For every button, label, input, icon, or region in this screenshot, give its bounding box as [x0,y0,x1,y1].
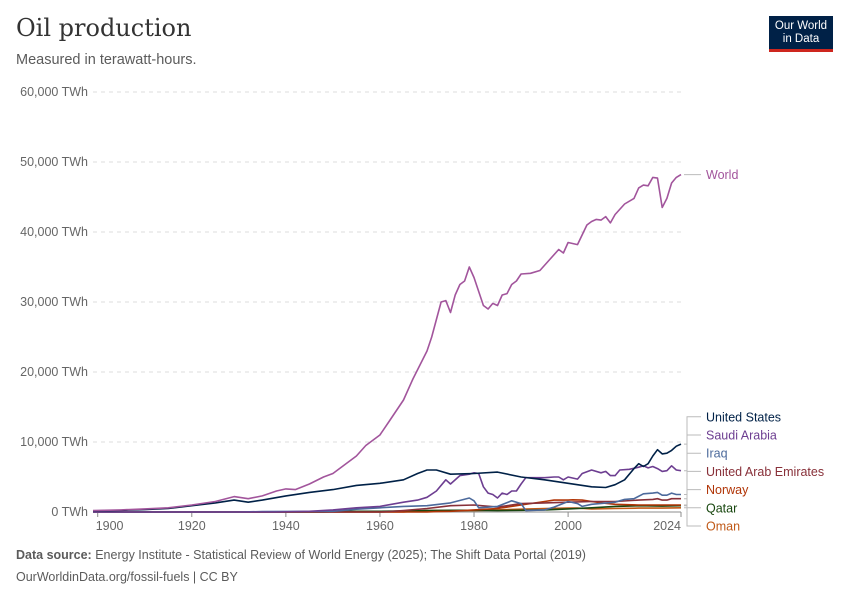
y-tick-label: 50,000 TWh [20,155,88,169]
x-tick-label: 1980 [460,519,488,533]
x-axis-ticks: 1900 1920 1940 1960 1980 2000 2024 [96,512,682,533]
footer-source: Data source: Energy Institute - Statisti… [16,548,586,562]
series-label-united-states[interactable]: United States [706,410,781,424]
y-tick-label: 60,000 TWh [20,85,88,99]
series-label-oman[interactable]: Oman [706,520,740,534]
series-line-norway[interactable] [93,499,681,513]
x-tick-label: 1920 [178,519,206,533]
footer-url[interactable]: OurWorldinData.org/fossil-fuels | CC BY [16,570,238,584]
series-lines [92,173,682,513]
y-tick-label: 30,000 TWh [20,295,88,309]
label-leader-line [684,505,701,509]
x-tick-label: 1900 [96,519,124,533]
x-tick-label: 2000 [554,519,582,533]
source-text: Energy Institute - Statistical Review of… [95,548,586,562]
y-tick-label: 10,000 TWh [20,435,88,449]
label-leader-line [684,416,701,445]
gridlines [93,91,681,513]
series-line-world[interactable] [92,173,682,512]
series-line-united-states[interactable] [92,443,682,512]
series-label-world[interactable]: World [706,168,738,182]
source-label: Data source: [16,548,92,562]
series-label-united-arab-emirates[interactable]: United Arab Emirates [706,465,824,479]
owid-logo[interactable]: Our World in Data [769,16,833,52]
series-label-iraq[interactable]: Iraq [706,447,728,461]
series-labels: World United States Saudi Arabia Iraq United… [684,168,824,534]
y-tick-label: 20,000 TWh [20,365,88,379]
line-chart: 0 TWh 10,000 TWh 20,000 TWh 30,000 TWh 40,00… [20,85,824,534]
chart-title: Oil production [16,14,192,42]
label-leader-line [684,507,701,527]
series-line-saudi-arabia[interactable] [93,465,682,513]
y-axis-ticks: 0 TWh 10,000 TWh 20,000 TWh 30,000 TWh 40,00… [20,85,88,519]
series-line-iraq[interactable] [93,491,681,513]
logo-line-1: Our World [774,20,828,32]
logo-line-2: in Data [782,32,820,45]
series-label-saudi-arabia[interactable]: Saudi Arabia [706,429,777,443]
y-tick-label: 40,000 TWh [20,225,88,239]
x-tick-label: 1940 [272,519,300,533]
y-tick-label: 0 TWh [51,505,88,519]
chart-subtitle: Measured in terawatt-hours. [16,52,197,68]
series-label-qatar[interactable]: Qatar [706,501,737,515]
label-leader-line [684,470,701,500]
series-label-norway[interactable]: Norway [706,483,749,497]
x-tick-label: 2024 [653,519,681,533]
label-leader-line [684,489,701,506]
x-tick-label: 1960 [366,519,394,533]
